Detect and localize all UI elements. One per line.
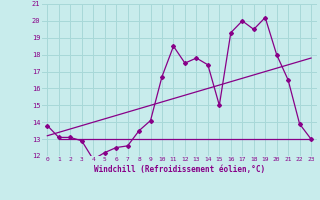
- X-axis label: Windchill (Refroidissement éolien,°C): Windchill (Refroidissement éolien,°C): [94, 165, 265, 174]
